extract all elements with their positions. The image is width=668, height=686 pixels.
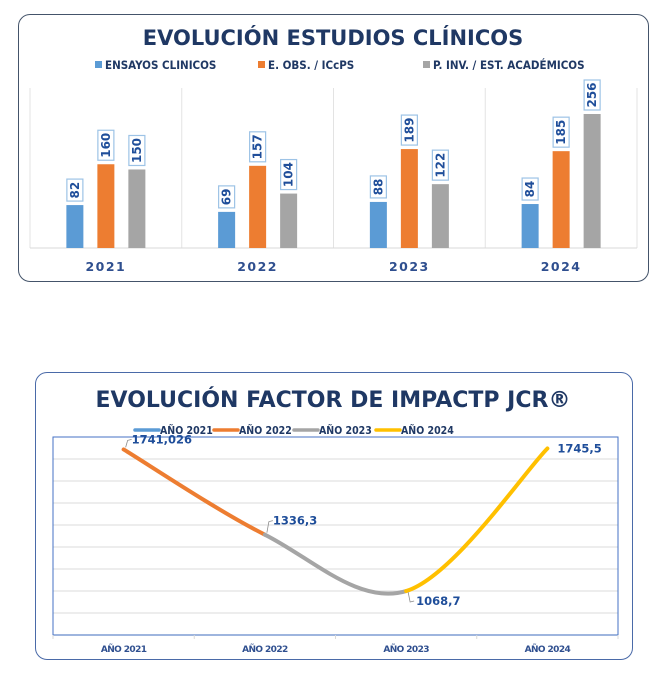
bar-2023-2	[400, 149, 418, 248]
bar-2023-1	[369, 201, 387, 248]
data-label-box	[583, 79, 601, 111]
data-label: 150	[130, 138, 144, 163]
line-chart-legend: AÑO 2021 AÑO 2022 AÑO 2023 AÑO 2024	[133, 424, 454, 437]
bar-chart-bars: 82 160 150 69 157 104 88 189 122 84 185 256	[66, 79, 601, 248]
data-label-box	[66, 178, 84, 202]
legend-label-4: AÑO 2024	[401, 424, 454, 437]
line-segment-año-2024	[404, 446, 550, 594]
data-label: 88	[371, 179, 385, 196]
data-label: 157	[251, 134, 265, 159]
line-segment-año-2022	[121, 447, 267, 537]
data-label-box	[97, 129, 115, 161]
bar-chart-x-ticks: 2021 2022 2023 2024	[85, 259, 582, 274]
legend-label-2: E. OBS. / ICcPS	[268, 58, 354, 72]
line-chart-lines	[121, 446, 550, 596]
line-segment-año-2023	[262, 532, 409, 596]
x-tick-label: 2021	[85, 259, 126, 274]
legend-label-2: AÑO 2022	[239, 424, 292, 437]
data-label: 160	[99, 133, 113, 158]
data-label-box	[128, 134, 146, 167]
x-tick-label: 2022	[237, 259, 278, 274]
bar-2024-2	[552, 151, 570, 248]
x-tick-label: 2023	[389, 259, 430, 274]
data-label: 1336,3	[273, 514, 317, 528]
bar-2021-2	[97, 164, 115, 248]
x-tick-label: AÑO 2024	[525, 644, 571, 655]
x-tick-label: AÑO 2021	[101, 644, 147, 655]
data-label: 82	[68, 182, 82, 199]
x-tick-label: AÑO 2022	[242, 644, 288, 655]
data-label-box	[280, 158, 298, 191]
legend-swatch-2	[258, 61, 265, 68]
x-tick-label: AÑO 2023	[383, 644, 429, 655]
x-tick-label: 2024	[541, 259, 582, 274]
data-label: 122	[433, 153, 447, 178]
data-label-leader	[125, 439, 132, 448]
data-label: 1745,5	[557, 441, 601, 455]
data-label: 69	[220, 189, 234, 206]
bar-chart-title: EVOLUCIÓN ESTUDIOS CLÍNICOS	[143, 25, 524, 50]
legend-label-1: AÑO 2021	[160, 424, 213, 437]
data-label: 185	[554, 120, 568, 145]
bar-chart-legend: ENSAYOS CLINICOS E. OBS. / ICcPS P. INV. /…	[95, 57, 585, 72]
bar-2022-2	[249, 165, 267, 248]
data-label: 84	[523, 181, 537, 198]
data-label: 256	[585, 82, 599, 107]
bar-2022-3	[280, 193, 298, 248]
bar-2021-3	[128, 169, 146, 248]
data-label-leader	[407, 591, 415, 603]
data-label: 1068,7	[416, 594, 460, 608]
line-chart-data-labels: 1741,026 1336,3 1068,7 1745,5	[125, 432, 602, 608]
legend-swatch-1	[95, 61, 102, 68]
data-label-box	[521, 177, 539, 201]
legend-label-3: P. INV. / EST. ACADÉMICOS	[433, 57, 585, 72]
data-label: 189	[402, 118, 416, 143]
bar-2021-1	[66, 205, 84, 248]
legend-label-1: ENSAYOS CLINICOS	[105, 58, 216, 72]
legend-label-3: AÑO 2023	[319, 424, 372, 437]
bar-2023-3	[431, 184, 449, 248]
data-label: 104	[282, 162, 296, 187]
data-label-leader	[266, 520, 273, 533]
line-chart-gridlines	[52, 436, 619, 639]
bar-2022-1	[218, 211, 236, 248]
legend-swatch-3	[423, 61, 430, 68]
data-label-box	[552, 116, 570, 148]
line-chart-x-ticks: AÑO 2021 AÑO 2022 AÑO 2023 AÑO 2024	[101, 644, 571, 655]
bar-2024-3	[583, 114, 601, 248]
data-label-box	[249, 131, 267, 163]
line-chart-title: EVOLUCIÓN FACTOR DE IMPACTP JCR®	[96, 387, 571, 413]
data-label: 1741,026	[132, 432, 192, 446]
data-label-box	[400, 114, 418, 146]
data-label-box	[369, 175, 387, 199]
data-label-box	[431, 149, 449, 181]
data-label-box	[218, 185, 236, 209]
line-chart-card	[35, 372, 633, 660]
bar-2024-1	[521, 204, 539, 248]
